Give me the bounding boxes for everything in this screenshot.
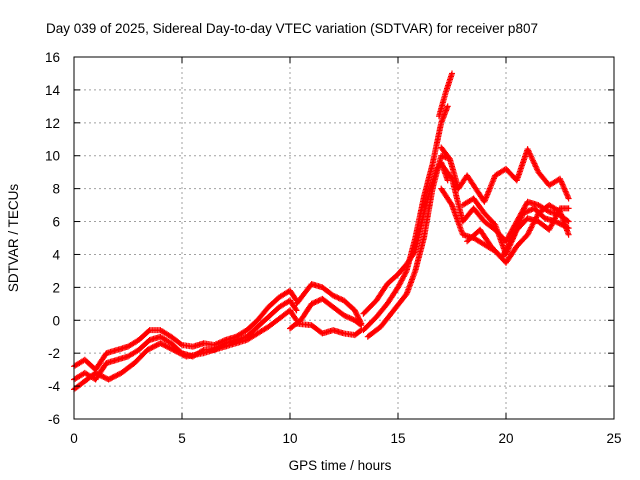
data-point: [358, 322, 365, 329]
y-tick-label: 10: [45, 149, 60, 164]
axis-ticks: 0 5 10 15 20 25 -6 -4 -2 0 2 4 6 8 10 12 14 16: [45, 50, 622, 446]
y-tick-label: 0: [52, 313, 60, 328]
data-point: [357, 321, 364, 328]
grid-lines: [74, 57, 614, 419]
data-point: [448, 174, 455, 181]
data-point: [341, 312, 347, 319]
x-tick-label: 5: [178, 431, 186, 446]
data-point: [508, 236, 515, 243]
x-tick-label: 15: [390, 431, 405, 446]
x-tick-label: 20: [498, 431, 513, 446]
x-tick-label: 0: [70, 431, 78, 446]
x-tick-label: 10: [282, 431, 297, 446]
plot-border: [73, 56, 615, 420]
data-point: [110, 373, 117, 380]
y-tick-label: 2: [52, 280, 60, 295]
x-axis-label: GPS time / hours: [289, 458, 392, 473]
y-tick-label: -4: [48, 379, 60, 394]
data-point: [349, 316, 356, 322]
data-point: [177, 341, 184, 347]
data-point: [449, 70, 455, 77]
data-point: [556, 220, 563, 227]
y-tick-label: -2: [48, 346, 60, 361]
data-points: [71, 70, 572, 393]
data-point: [293, 307, 300, 314]
y-tick-label: -6: [48, 412, 60, 427]
chart-title: Day 039 of 2025, Sidereal Day-to-day VTE…: [46, 21, 538, 36]
y-tick-label: 6: [52, 215, 60, 230]
data-point: [565, 205, 572, 212]
data-point: [292, 306, 299, 313]
data-point: [565, 218, 572, 225]
y-tick-label: 8: [52, 182, 60, 197]
data-point: [448, 200, 455, 207]
y-tick-label: 16: [45, 50, 60, 65]
data-point: [564, 217, 571, 224]
data-point: [565, 195, 572, 202]
y-tick-label: 14: [45, 83, 61, 98]
data-point: [565, 231, 572, 238]
y-axis-label: SDTVAR / TECUs: [6, 184, 21, 293]
x-tick-label: 25: [606, 431, 621, 446]
data-point: [565, 225, 572, 232]
data-point: [444, 103, 451, 110]
data-point: [357, 328, 364, 334]
y-tick-label: 12: [45, 116, 60, 131]
y-tick-label: 4: [52, 247, 60, 262]
